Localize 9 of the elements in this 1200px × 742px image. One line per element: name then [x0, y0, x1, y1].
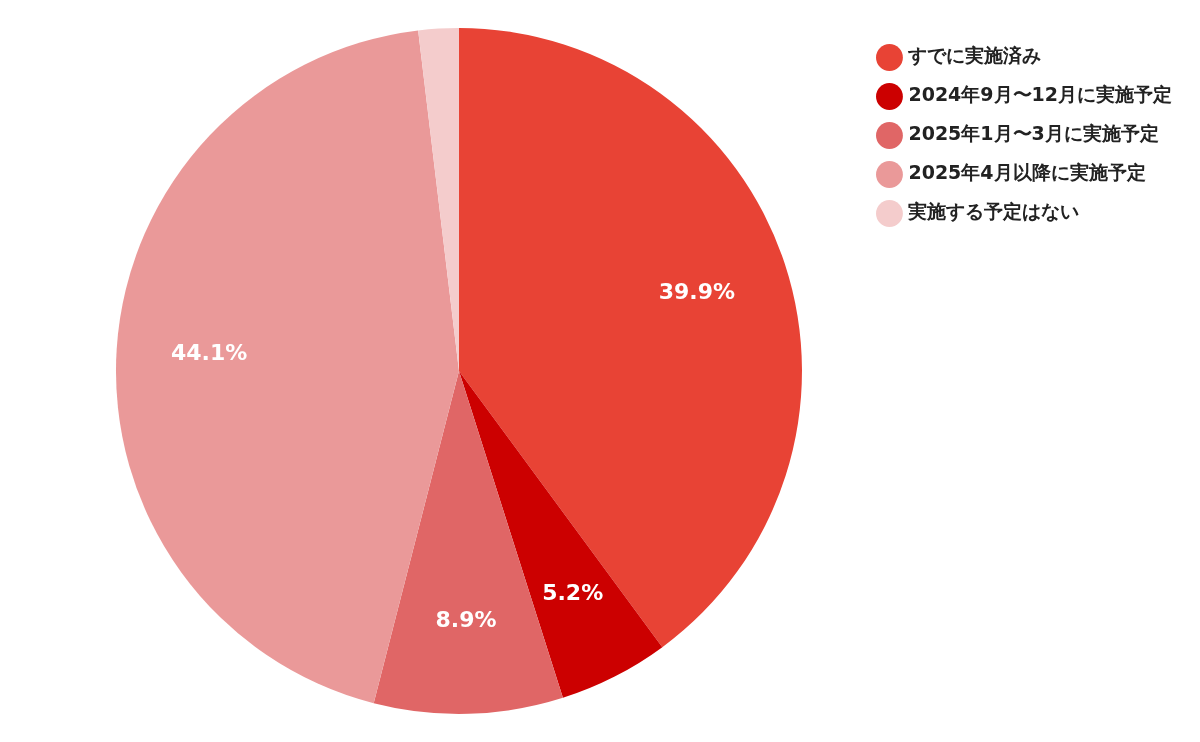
data-label: 44.1%: [170, 340, 248, 366]
legend-label: 実施する予定はない: [907, 200, 1080, 223]
legend-label: 2025年4月以降に実施予定: [908, 161, 1146, 184]
legend-label: 2025年1月〜3月に実施予定: [908, 122, 1159, 145]
legend-label: すでに実施済み: [907, 44, 1042, 67]
data-label: 8.9%: [435, 607, 497, 633]
data-label: 5.2%: [542, 579, 604, 605]
data-label: 39.9%: [658, 278, 736, 304]
legend-label: 2024年9月〜12月に実施予定: [908, 83, 1173, 106]
